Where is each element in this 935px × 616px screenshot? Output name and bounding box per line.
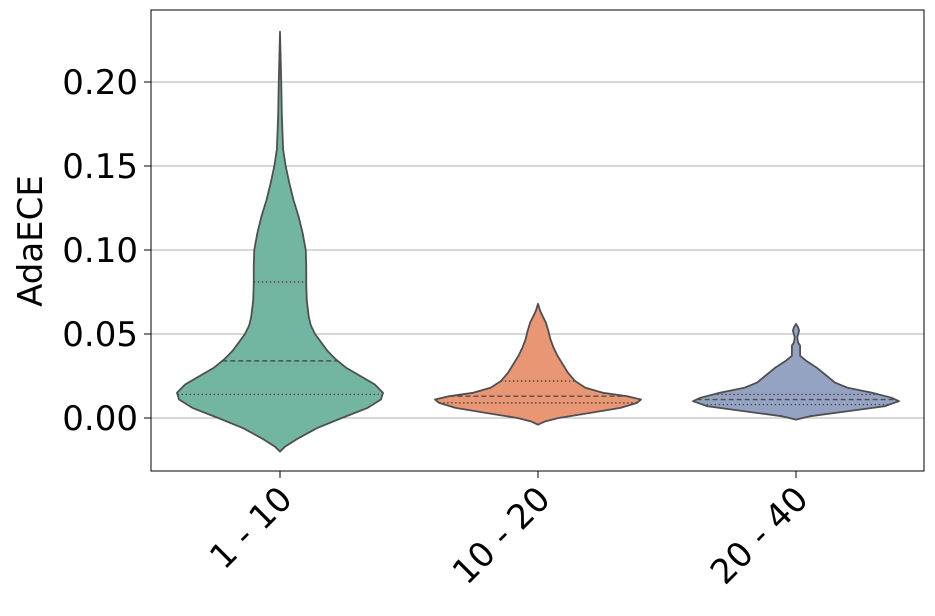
x-tick-label: 1 - 10: [202, 479, 300, 577]
y-axis-label: AdaECE: [11, 175, 51, 307]
violin-body-1: [176, 30, 384, 453]
violin-body-2: [434, 302, 642, 426]
y-tick-label: 0.20: [62, 63, 138, 103]
x-tick-label: 10 - 20: [445, 479, 558, 592]
y-tick-label: 0.10: [62, 231, 138, 271]
violins: [176, 30, 900, 453]
y-axis: 0.00 0.05 0.10 0.15 0.20: [62, 63, 151, 439]
y-tick-label: 0.00: [62, 399, 138, 439]
x-tick-label: 20 - 40: [703, 479, 816, 592]
x-axis: 1 - 10 10 - 20 20 - 40: [202, 471, 816, 593]
violin-body-3: [692, 323, 900, 421]
y-tick-label: 0.15: [62, 147, 138, 187]
y-tick-label: 0.05: [62, 315, 138, 355]
